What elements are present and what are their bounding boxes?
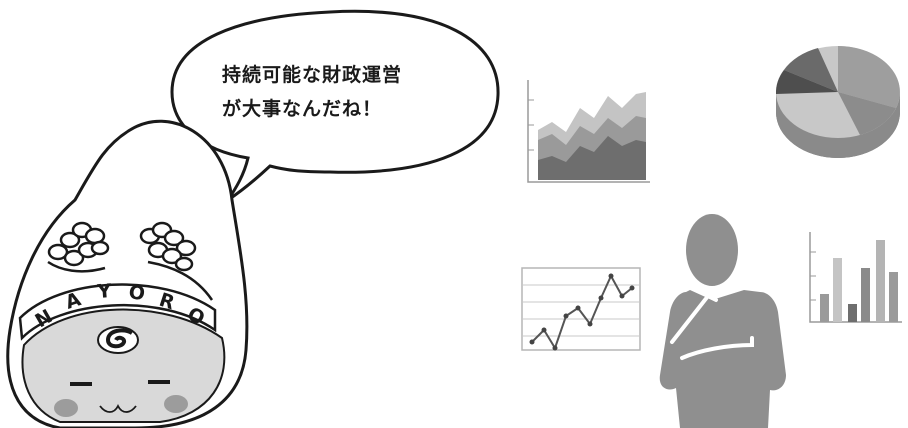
svg-text:Y: Y [96,280,112,303]
line-chart-icon [521,267,641,351]
speech-line-1: 持続可能な財政運営 [222,64,403,86]
svg-text:O: O [127,281,146,305]
speech-bubble-text: 持続可能な財政運営 が大事なんだね！ [222,58,462,126]
speech-line-2: が大事なんだね！ [222,98,383,120]
svg-text:A: A [63,288,84,314]
headband-lettering: N A Y O R O [32,280,209,332]
left-cheek [54,399,78,417]
swirl-emblem-icon [97,326,139,354]
mouth [99,403,137,413]
pie-chart-icon [775,46,900,158]
headband [18,283,217,341]
svg-text:R: R [156,289,177,315]
rice-stalk-right-icon [139,221,214,301]
rice-stalk-left-icon [47,221,110,273]
thinking-person-icon [659,214,786,428]
face [21,308,226,423]
bar-chart-icon [809,232,902,323]
speech-bubble [170,9,500,202]
person-arm-lines [670,293,754,360]
area-chart-icon [527,80,650,183]
mascot-character: N A Y O R O [6,119,249,428]
right-cheek [164,395,188,413]
